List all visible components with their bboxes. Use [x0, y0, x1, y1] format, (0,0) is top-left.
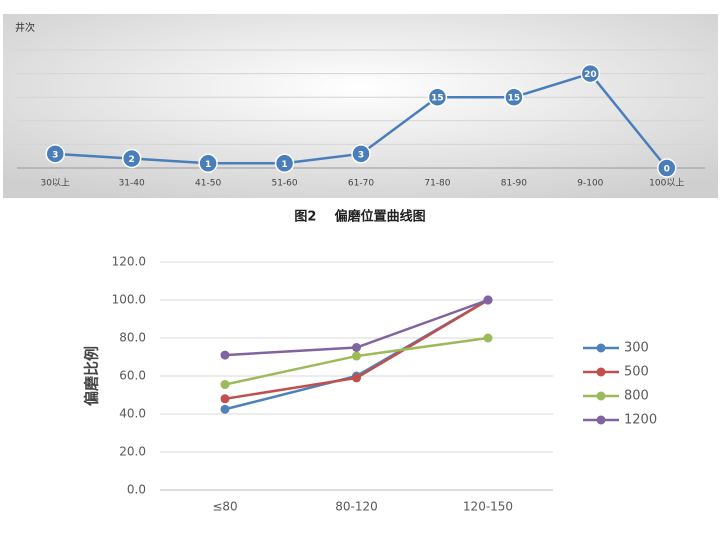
point-marker: [352, 351, 361, 361]
point-marker: [483, 333, 493, 343]
y-tick-label: 60.0: [119, 369, 146, 383]
legend-marker: [596, 343, 606, 353]
x-tick-label: 100以上: [649, 178, 684, 189]
y-tick-label: 100.0: [112, 293, 146, 307]
x-tick-label: 61-70: [348, 179, 374, 189]
legend-marker: [596, 367, 606, 377]
x-tick-label: 41-50: [195, 179, 221, 189]
data-label: 15: [431, 94, 444, 104]
data-label: 3: [358, 150, 364, 160]
point-marker: [121, 148, 142, 169]
legend-label: 800: [624, 389, 649, 404]
x-tick-label: 51-60: [271, 179, 297, 189]
y-tick-label: 20.0: [119, 445, 146, 459]
x-tick-label: 120-150: [463, 500, 513, 514]
data-label: 0: [664, 165, 670, 175]
point-marker: [274, 153, 295, 174]
chart-background: [3, 14, 718, 198]
data-label: 20: [584, 70, 597, 80]
x-tick-label: 30以上: [40, 178, 69, 189]
x-tick-label: 80-120: [335, 500, 378, 514]
point-marker: [351, 144, 371, 164]
point-marker: [504, 87, 524, 107]
x-tick-label: 81-90: [501, 179, 527, 189]
x-tick-label: 31-40: [119, 179, 145, 189]
legend-label: 300: [624, 341, 649, 356]
legend-label: 1200: [624, 413, 657, 428]
y-tick-label: 80.0: [119, 331, 146, 345]
legend-label: 500: [624, 365, 649, 380]
point-marker: [580, 63, 601, 84]
point-marker: [220, 380, 230, 390]
data-label: 15: [508, 94, 521, 104]
caption: 图2 偏磨位置曲线图: [294, 209, 425, 225]
x-tick-label: 71-80: [424, 179, 450, 189]
x-tick-label: 9-100: [577, 179, 603, 189]
point-marker: [220, 350, 230, 360]
point-marker: [198, 153, 218, 174]
y-axis-label: 井次: [15, 21, 35, 34]
point-marker: [352, 373, 361, 383]
x-tick-label: ≤80: [212, 500, 237, 514]
point-marker: [352, 343, 361, 352]
point-marker: [483, 295, 493, 305]
point-marker: [220, 394, 230, 404]
y-tick-label: 120.0: [112, 255, 146, 269]
point-marker: [45, 144, 65, 164]
data-label: 2: [129, 155, 135, 165]
y-axis-label: 偏磨比例: [83, 346, 101, 406]
point-marker: [657, 158, 677, 178]
legend-marker: [596, 391, 606, 401]
legend-marker: [596, 415, 606, 425]
point-marker: [220, 404, 230, 414]
data-label: 1: [205, 160, 211, 170]
point-marker: [427, 87, 448, 107]
y-tick-label: 40.0: [119, 407, 146, 421]
data-label: 1: [281, 160, 287, 170]
data-label: 3: [52, 150, 58, 160]
y-tick-label: 0.0: [127, 483, 146, 497]
